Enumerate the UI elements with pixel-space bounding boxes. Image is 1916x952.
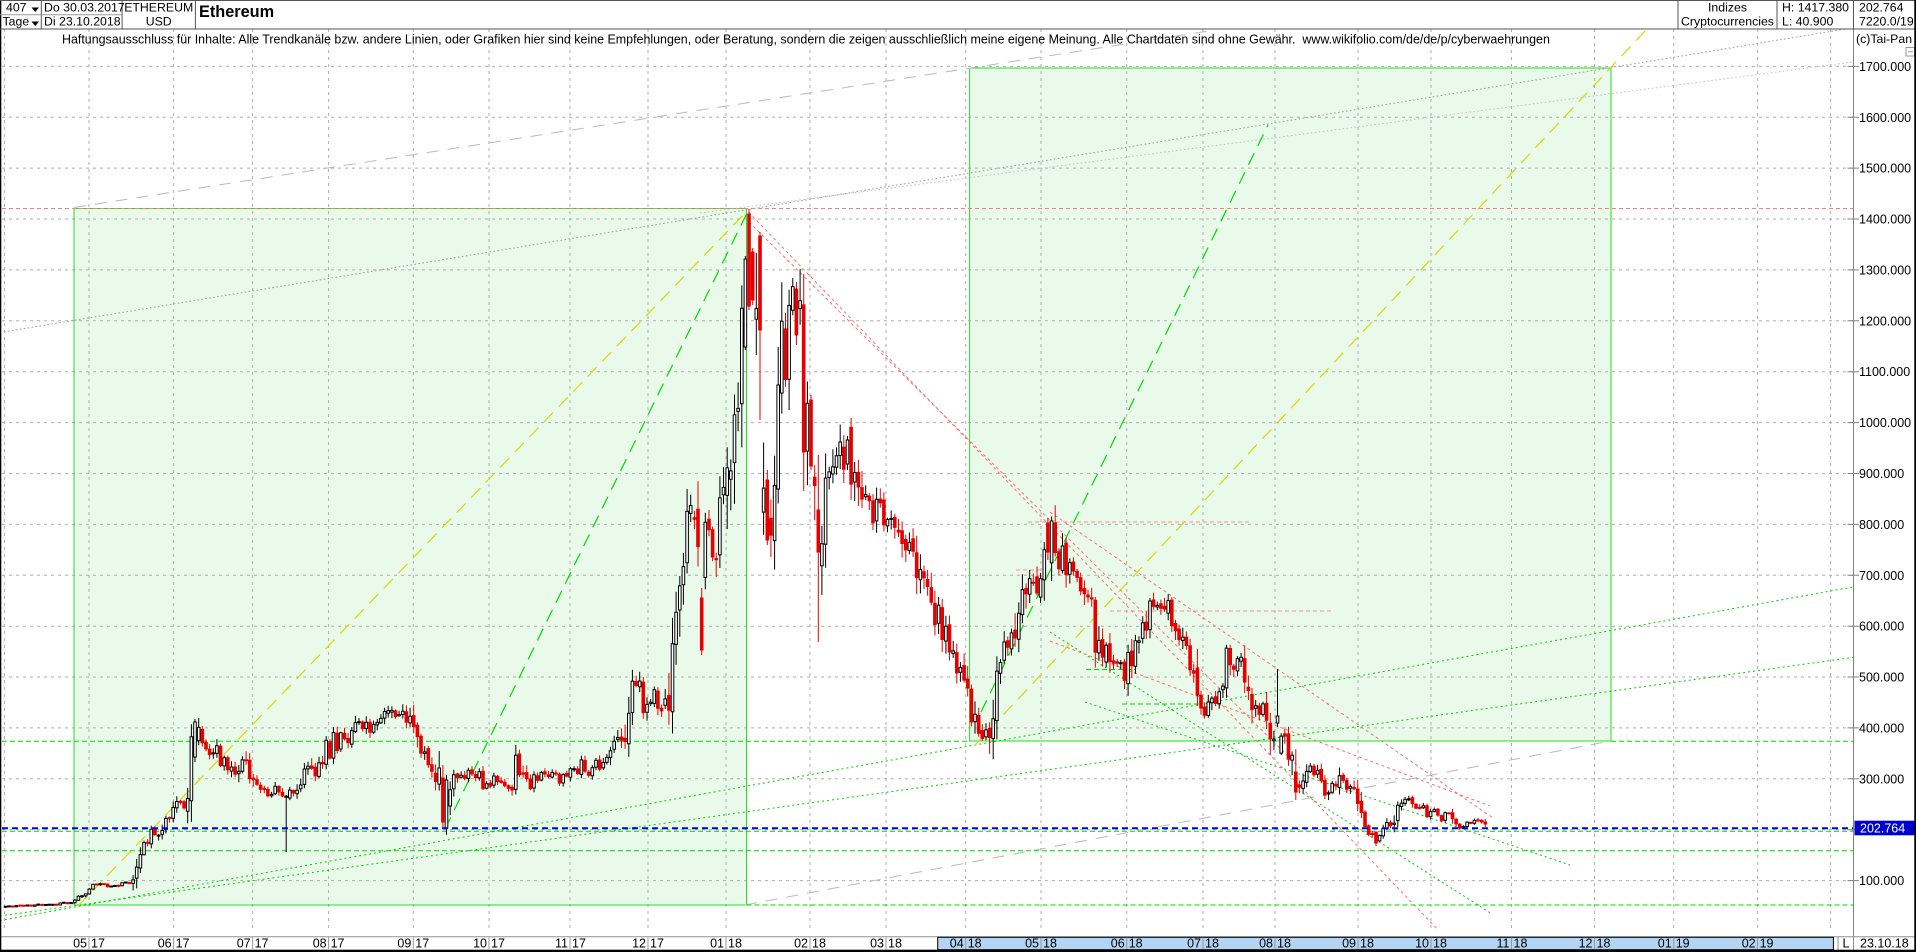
svg-text:18: 18 xyxy=(728,937,742,951)
svg-text:01: 01 xyxy=(1658,937,1672,951)
svg-text:08: 08 xyxy=(1259,937,1273,951)
svg-text:700.000: 700.000 xyxy=(1859,569,1904,583)
svg-text:17: 17 xyxy=(650,937,664,951)
svg-text:100.000: 100.000 xyxy=(1859,874,1904,888)
svg-text:600.000: 600.000 xyxy=(1859,620,1904,634)
svg-text:09: 09 xyxy=(397,937,411,951)
svg-text:17: 17 xyxy=(176,937,190,951)
svg-text:500.000: 500.000 xyxy=(1859,671,1904,685)
svg-text:1600.000: 1600.000 xyxy=(1859,111,1911,125)
svg-text:7220.0/19: 7220.0/19 xyxy=(1859,15,1914,29)
svg-text:ETHEREUM: ETHEREUM xyxy=(124,1,193,15)
svg-text:17: 17 xyxy=(91,937,105,951)
svg-text:10: 10 xyxy=(1415,937,1429,951)
svg-text:04: 04 xyxy=(950,937,964,951)
svg-text:02: 02 xyxy=(1742,937,1756,951)
svg-text:06: 06 xyxy=(158,937,172,951)
svg-text:18: 18 xyxy=(1433,937,1447,951)
svg-text:407: 407 xyxy=(6,1,27,15)
svg-text:17: 17 xyxy=(255,937,269,951)
svg-text:18: 18 xyxy=(1360,937,1374,951)
svg-text:17: 17 xyxy=(415,937,429,951)
svg-text:03: 03 xyxy=(870,937,884,951)
svg-text:Haftungsausschluss für Inhalte: Haftungsausschluss für Inhalte: Alle Tre… xyxy=(62,33,1550,47)
svg-text:Ethereum: Ethereum xyxy=(199,3,274,21)
svg-text:18: 18 xyxy=(1205,937,1219,951)
svg-text:19: 19 xyxy=(1760,937,1774,951)
svg-text:L: L xyxy=(1843,937,1850,951)
svg-text:11: 11 xyxy=(555,937,568,951)
svg-text:1400.000: 1400.000 xyxy=(1859,213,1911,227)
svg-text:09: 09 xyxy=(1342,937,1356,951)
svg-text:Tage: Tage xyxy=(3,15,30,29)
svg-text:18: 18 xyxy=(812,937,826,951)
svg-text:18: 18 xyxy=(1514,937,1528,951)
svg-text:06: 06 xyxy=(1111,937,1125,951)
svg-text:USD: USD xyxy=(146,15,172,29)
svg-text:(c)Tai-Pan: (c)Tai-Pan xyxy=(1856,32,1912,46)
svg-text:L: 40.900: L: 40.900 xyxy=(1782,15,1833,29)
svg-text:Cryptocurrencies: Cryptocurrencies xyxy=(1681,15,1774,29)
svg-text:202.764: 202.764 xyxy=(1860,821,1905,835)
svg-text:01: 01 xyxy=(710,937,724,951)
svg-text:18: 18 xyxy=(1597,937,1611,951)
svg-text:18: 18 xyxy=(968,937,982,951)
svg-text:17: 17 xyxy=(572,937,586,951)
svg-text:Do 30.03.2017: Do 30.03.2017 xyxy=(44,1,125,15)
svg-text:18: 18 xyxy=(1277,937,1291,951)
svg-text:1500.000: 1500.000 xyxy=(1859,162,1911,176)
svg-text:18: 18 xyxy=(1129,937,1143,951)
svg-text:1300.000: 1300.000 xyxy=(1859,263,1911,277)
svg-text:19: 19 xyxy=(1676,937,1690,951)
svg-text:23.10.18: 23.10.18 xyxy=(1860,937,1909,951)
svg-text:300.000: 300.000 xyxy=(1859,772,1904,786)
svg-text:Indizes: Indizes xyxy=(1708,1,1747,15)
svg-text:18: 18 xyxy=(888,937,902,951)
svg-text:18: 18 xyxy=(1043,937,1057,951)
svg-text:07: 07 xyxy=(237,937,251,951)
svg-text:11: 11 xyxy=(1497,937,1510,951)
svg-text:1100.000: 1100.000 xyxy=(1859,365,1910,379)
svg-text:Di 23.10.2018: Di 23.10.2018 xyxy=(44,15,121,29)
svg-text:1000.000: 1000.000 xyxy=(1859,416,1911,430)
svg-text:07: 07 xyxy=(1187,937,1201,951)
svg-text:H: 1417.380: H: 1417.380 xyxy=(1782,1,1849,15)
svg-text:800.000: 800.000 xyxy=(1859,518,1904,532)
svg-text:17: 17 xyxy=(331,937,345,951)
svg-text:08: 08 xyxy=(313,937,327,951)
svg-text:1700.000: 1700.000 xyxy=(1859,60,1911,74)
svg-text:12: 12 xyxy=(1579,937,1593,951)
svg-text:1200.000: 1200.000 xyxy=(1859,314,1911,328)
svg-text:17: 17 xyxy=(491,937,505,951)
svg-text:02: 02 xyxy=(794,937,808,951)
svg-text:400.000: 400.000 xyxy=(1859,721,1904,735)
svg-text:05: 05 xyxy=(73,937,87,951)
svg-text:900.000: 900.000 xyxy=(1859,467,1904,481)
svg-text:10: 10 xyxy=(473,937,487,951)
svg-text:12: 12 xyxy=(632,937,646,951)
svg-text:05: 05 xyxy=(1025,937,1039,951)
svg-text:202.764: 202.764 xyxy=(1859,1,1904,15)
